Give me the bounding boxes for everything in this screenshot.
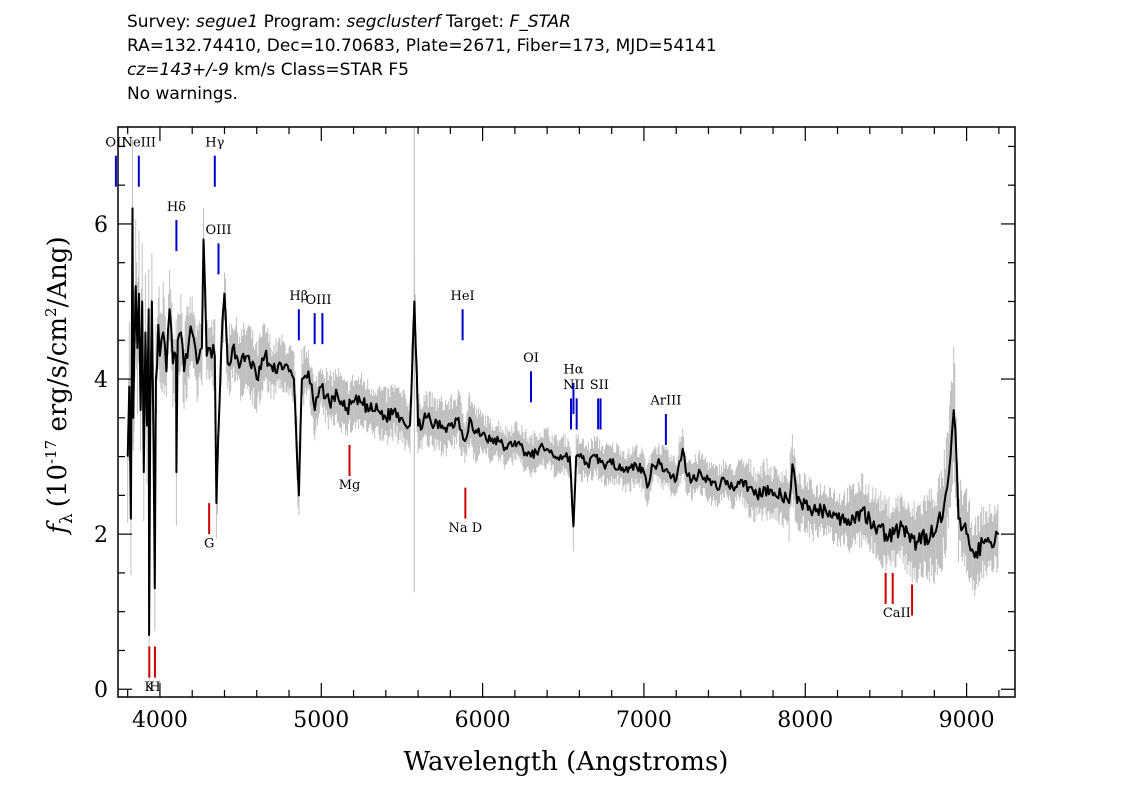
program-label: Program: <box>263 12 342 32</box>
y-tick-label-3: 6 <box>94 213 108 238</box>
target-label: Target: <box>445 12 505 32</box>
header-line-coordinates: RA=132.74410, Dec=10.70683, Plate=2671, … <box>127 36 717 56</box>
header-line-warnings: No warnings. <box>127 84 238 104</box>
error-band-path <box>127 139 999 686</box>
flux-layer <box>126 207 1000 636</box>
x-tick-label-2: 6000 <box>455 708 511 733</box>
line-label-5: Hβ <box>289 289 308 304</box>
line-label-11: SII <box>590 378 609 393</box>
ylabel-lambda: λ <box>57 513 77 524</box>
plot-frame <box>117 126 1016 698</box>
error-band <box>127 139 999 686</box>
line-label-9: NII <box>563 378 585 393</box>
line-label-7: HeI <box>451 289 475 304</box>
line-label-15: Na D <box>449 521 483 536</box>
ylabel-pre: (10 <box>43 464 73 507</box>
program-value: segclusterf <box>346 12 441 32</box>
line-label-14: G <box>204 536 214 551</box>
survey-value: segue1 <box>196 12 259 32</box>
line-label-8: OI <box>523 351 539 366</box>
x-tick-label-0: 4000 <box>132 708 188 733</box>
header-line-survey: Survey: segue1 Program: segclusterf Targ… <box>127 10 717 34</box>
line-label-18: CaII <box>883 606 911 621</box>
cz-prefix: cz= <box>127 60 160 80</box>
line-label-17: H <box>149 680 160 695</box>
x-tick-label-3: 7000 <box>616 708 672 733</box>
target-value: F_STAR <box>509 12 571 32</box>
x-tick-label-5: 9000 <box>939 708 995 733</box>
y-tick-label-2: 4 <box>94 368 108 393</box>
ylabel-exp2: 2 <box>42 307 60 317</box>
spectrum-header: Survey: segue1 Program: segclusterf Targ… <box>127 10 717 106</box>
cz-value: 143+/-9 <box>159 60 229 80</box>
line-label-10: Hα <box>563 363 583 378</box>
x-axis-title: Wavelength (Angstroms) <box>404 747 729 777</box>
y-tick-label-0: 0 <box>94 678 108 703</box>
line-label-1: NeIII <box>122 135 156 150</box>
ylabel-post: /Ang) <box>43 236 73 307</box>
class-text: km/s Class=STAR F5 <box>228 60 409 80</box>
y-tick-label-1: 2 <box>94 523 108 548</box>
line-label-6: OIII <box>305 293 331 308</box>
x-tick-label-4: 8000 <box>777 708 833 733</box>
line-label-13: Mg <box>339 478 361 493</box>
line-label-16: K <box>144 680 154 695</box>
y-axis-title: fλ(10-17 erg/s/cm2/Ang) <box>42 236 77 535</box>
flux-series-line <box>126 207 1000 636</box>
header-line-redshift: cz=143+/-9 km/s Class=STAR F5 <box>127 58 717 82</box>
line-label-4: OIII <box>205 223 231 238</box>
line-label-2: Hγ <box>205 135 224 150</box>
line-label-12: ArIII <box>649 394 681 409</box>
x-tick-label-1: 5000 <box>293 708 349 733</box>
ylabel-mid: erg/s/cm <box>43 317 73 440</box>
axes: 4000 5000 6000 7000 8000 9000 0 2 4 6 <box>94 126 1016 733</box>
survey-label: Survey: <box>127 12 191 32</box>
ylabel-exp1: -17 <box>42 440 60 464</box>
line-label-3: Hδ <box>167 200 186 215</box>
